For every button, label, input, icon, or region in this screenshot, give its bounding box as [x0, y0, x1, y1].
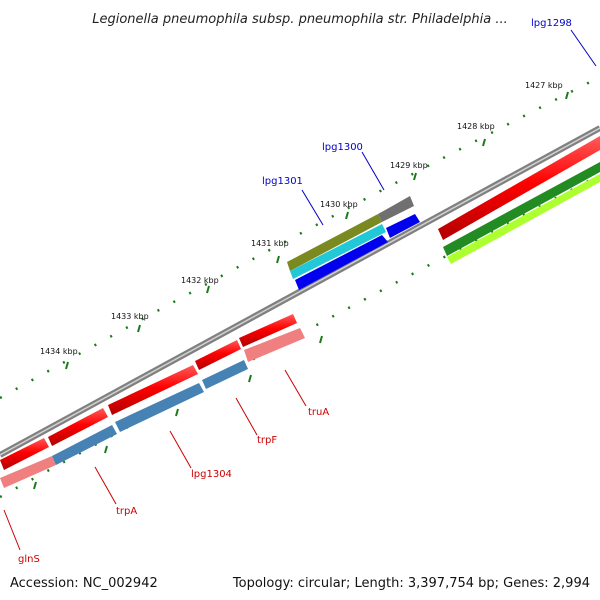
- map-title: Legionella pneumophila subsp. pneumophil…: [92, 12, 508, 27]
- tick-labels: 1427 kbp 1428 kbp 1429 kbp 1430 kbp 1431…: [40, 81, 563, 356]
- leader-lpg1300: [361, 151, 385, 191]
- cds-pink-1[interactable]: [0, 456, 56, 488]
- tick-label: 1428 kbp: [457, 122, 495, 131]
- cds-blue-2[interactable]: [386, 214, 420, 238]
- gene-label-trpA[interactable]: trpA: [116, 506, 137, 517]
- cds-blue-1[interactable]: [295, 235, 388, 290]
- major-tick: [565, 91, 569, 100]
- cds-trpF[interactable]: [195, 340, 241, 370]
- tick-label: 1429 kbp: [390, 161, 428, 170]
- tick-label: 1427 kbp: [525, 81, 563, 90]
- gene-label-truA[interactable]: truA: [308, 407, 329, 418]
- tick-label: 1430 kbp: [320, 200, 358, 209]
- cds-lpg1301[interactable]: [287, 214, 382, 271]
- inner-tick-ring: [0, 173, 600, 499]
- cds-lpg1305[interactable]: [48, 408, 108, 446]
- major-tick: [319, 335, 323, 344]
- major-tick: [206, 285, 210, 294]
- tick-label: 1432 kbp: [181, 276, 219, 285]
- tick-label: 1431 kbp: [251, 239, 289, 248]
- gene-label-lpg1300[interactable]: lpg1300: [322, 142, 363, 153]
- cds-lpg1300[interactable]: [378, 196, 414, 222]
- leader-trpA: [94, 466, 117, 505]
- cds-cyan[interactable]: [290, 224, 386, 279]
- major-tick: [33, 481, 37, 490]
- cds-glnS[interactable]: [0, 438, 49, 470]
- cds-lightgreen[interactable]: [447, 174, 600, 264]
- cds-truA[interactable]: [239, 314, 297, 347]
- forward-cds-track: [0, 136, 600, 470]
- tick-label: 1433 kbp: [111, 312, 149, 321]
- cds-green[interactable]: [443, 162, 600, 256]
- major-tick: [248, 374, 252, 383]
- gene-label-lpg1301[interactable]: lpg1301: [262, 176, 303, 187]
- major-tick: [482, 138, 486, 147]
- backbone: [0, 125, 600, 458]
- gene-labels: lpg1298 lpg1300 lpg1301 truA trpF lpg130…: [18, 18, 572, 565]
- outer-tick-ring: [0, 76, 599, 400]
- cds-trpA[interactable]: [108, 365, 198, 415]
- major-tick: [413, 172, 417, 181]
- cds-steel-2[interactable]: [115, 383, 204, 432]
- leader-glnS: [3, 509, 21, 551]
- cds-pink-2[interactable]: [244, 328, 305, 362]
- gene-label-trpF[interactable]: trpF: [257, 435, 277, 446]
- gene-label-lpg1298[interactable]: lpg1298: [531, 18, 572, 29]
- green-cds-cluster: [443, 162, 600, 264]
- gene-label-lpg1304[interactable]: lpg1304: [191, 469, 232, 480]
- gene-label-glnS[interactable]: glnS: [18, 554, 40, 565]
- accession-text: Accession: NC_002942: [10, 576, 158, 591]
- leader-lpg1301: [301, 189, 324, 226]
- major-tick: [175, 408, 179, 417]
- upper-cds-cluster: [287, 196, 420, 290]
- tick-label: 1434 kbp: [40, 347, 78, 356]
- cds-steel-1[interactable]: [52, 425, 117, 465]
- leader-lpg1298: [570, 29, 597, 67]
- major-tick: [104, 445, 108, 454]
- leader-lpg1304: [169, 430, 192, 469]
- reverse-cds-track: [0, 328, 305, 488]
- major-tick: [65, 361, 69, 370]
- cds-steel-3[interactable]: [202, 360, 248, 389]
- cds-right[interactable]: [438, 136, 600, 240]
- major-tick: [137, 324, 141, 333]
- label-leaders: [3, 29, 597, 551]
- topology-text: Topology: circular; Length: 3,397,754 bp…: [232, 576, 590, 591]
- leader-trpF: [235, 397, 258, 436]
- major-tick: [345, 211, 349, 220]
- leader-truA: [284, 369, 307, 407]
- major-tick: [276, 255, 280, 264]
